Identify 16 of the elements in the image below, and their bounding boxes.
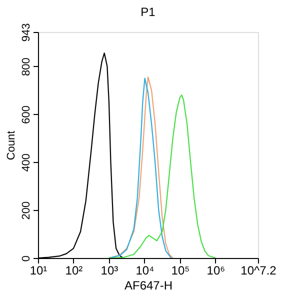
chart-title: P1 [140, 4, 156, 19]
x-tick-label: 10⁵ [171, 264, 190, 278]
y-tick-label: 200 [20, 201, 32, 220]
x-tick-label: 10² [65, 264, 83, 278]
x-axis-title: AF647-H [124, 278, 173, 292]
y-axis-title: Count [6, 130, 18, 160]
x-tick-label: 10¹ [30, 264, 48, 278]
y-tick-label: 0 [20, 255, 32, 262]
y-tick-label: 943 [20, 23, 32, 42]
x-tick-label: 10³ [100, 264, 118, 278]
x-tick-label: 10⁶ [206, 264, 226, 278]
y-tick-label: 800 [20, 58, 32, 76]
x-tick-label: 10^7.2 [240, 264, 277, 278]
y-tick-label: 600 [20, 106, 32, 124]
x-tick-label: 10⁴ [136, 264, 154, 278]
y-tick-label: 400 [20, 153, 32, 172]
